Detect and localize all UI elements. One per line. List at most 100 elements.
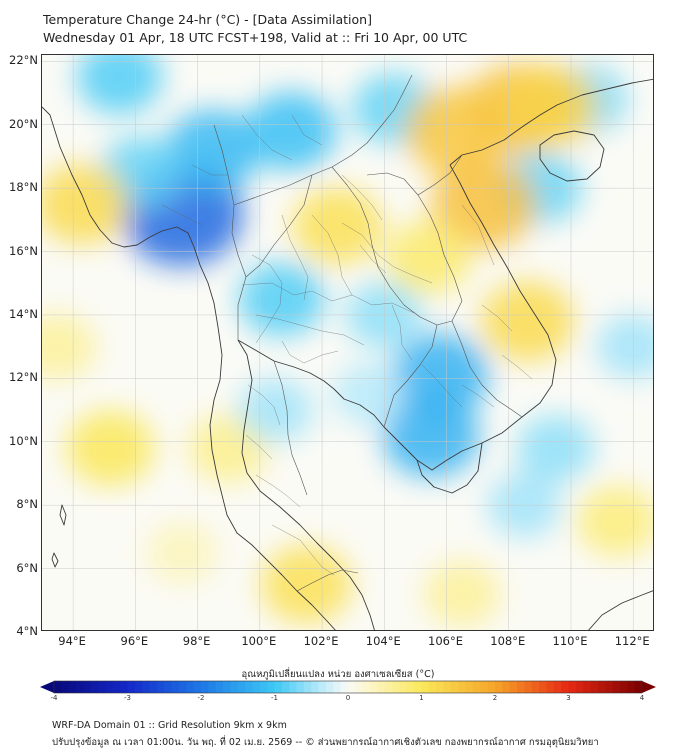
- longitude-label: 108°E: [490, 634, 526, 648]
- province-borders: [161, 114, 533, 576]
- anomaly-blob: [431, 158, 537, 250]
- longitude-label: 104°E: [365, 634, 401, 648]
- colorbar-segment: [61, 681, 70, 693]
- colorbar-segment: [495, 681, 503, 693]
- colorbar-tick-label: 1: [419, 694, 424, 702]
- colorbar-segment: [311, 681, 319, 693]
- colorbar-segment: [281, 681, 290, 693]
- colorbar-tick-label: 4: [639, 694, 645, 702]
- colorbar-tick-label: 0: [345, 694, 351, 702]
- colorbar-segment: [509, 681, 518, 693]
- colorbar-tick-label: -3: [124, 694, 131, 702]
- colorbar-segment: [531, 681, 540, 693]
- colorbar-segment: [590, 681, 599, 693]
- anomaly-blob: [517, 414, 594, 482]
- anomaly-blob: [596, 314, 653, 379]
- colorbar: [40, 680, 656, 694]
- colorbar-segment: [252, 681, 261, 693]
- colorbar-tick-label: 2: [492, 694, 498, 702]
- colorbar-segment: [127, 681, 136, 693]
- longitude-label: 96°E: [120, 634, 149, 648]
- colorbar-segment: [54, 681, 62, 693]
- anomaly-blob: [166, 109, 260, 191]
- colorbar-segment: [318, 681, 327, 693]
- colorbar-segment: [487, 681, 496, 693]
- colorbar-segment: [259, 681, 268, 693]
- graticule: [42, 55, 653, 630]
- anomaly-blob: [146, 521, 218, 584]
- colorbar-segment: [325, 681, 334, 693]
- colorbar-segment: [597, 681, 606, 693]
- longitude-label: 102°E: [303, 634, 339, 648]
- anomaly-blob: [77, 55, 163, 114]
- colorbar-segment: [348, 681, 356, 693]
- map-subtitle: Wednesday 01 Apr, 18 UTC FCST+198, Valid…: [43, 30, 468, 45]
- colorbar-segment: [612, 681, 621, 693]
- colorbar-segment: [186, 681, 195, 693]
- colorbar-segment: [568, 681, 577, 693]
- latitude-label: 4°N: [16, 624, 38, 638]
- anomaly-blob: [576, 485, 653, 557]
- colorbar-segment: [605, 681, 613, 693]
- colorbar-segment: [112, 681, 121, 693]
- colorbar-segment: [421, 681, 430, 693]
- latitude-label: 8°N: [16, 497, 38, 512]
- colorbar-segment: [98, 681, 106, 693]
- latitude-label: 6°N: [16, 560, 38, 575]
- colorbar-segment: [340, 681, 349, 693]
- colorbar-segment: [450, 681, 459, 693]
- colorbar-segment: [619, 681, 628, 693]
- colorbar-min-arrow: [40, 681, 54, 693]
- colorbar-segment: [289, 681, 297, 693]
- colorbar-max-arrow: [642, 681, 656, 693]
- colorbar-segment: [245, 681, 253, 693]
- colorbar-segment: [428, 681, 437, 693]
- national-borders: [213, 74, 523, 592]
- colorbar-segment: [553, 681, 562, 693]
- anomaly-blob: [245, 91, 337, 171]
- colorbar-tick-label: -1: [271, 694, 278, 702]
- anomaly-blob: [66, 410, 155, 487]
- colorbar-segment: [377, 681, 386, 693]
- colorbar-segment: [230, 681, 239, 693]
- anomaly-blob: [261, 545, 352, 624]
- colorbar-segment: [583, 681, 591, 693]
- colorbar-segment: [83, 681, 92, 693]
- colorbar-segment: [384, 681, 393, 693]
- anomaly-blob: [238, 262, 325, 336]
- colorbar-tick-label: -4: [50, 694, 58, 702]
- latitude-label: 10°N: [9, 433, 38, 448]
- colorbar-segment: [134, 681, 143, 693]
- colorbar-segment: [156, 681, 165, 693]
- colorbar-segment: [539, 681, 547, 693]
- anomaly-blob: [385, 221, 471, 295]
- latitude-label: 22°N: [9, 53, 38, 68]
- longitude-label: 94°E: [58, 634, 86, 648]
- anomaly-blob: [42, 313, 96, 380]
- colorbar-segment: [267, 681, 275, 693]
- colorbar-segment: [502, 681, 511, 693]
- colorbar-segment: [223, 681, 231, 693]
- colorbar-segment: [142, 681, 150, 693]
- colorbar-segment: [193, 681, 202, 693]
- colorbar-tick-label: 3: [566, 694, 571, 702]
- colorbar-segment: [414, 681, 422, 693]
- colorbar-segment: [90, 681, 99, 693]
- anomaly-blob: [333, 363, 405, 426]
- latitude-label: 12°N: [9, 370, 38, 385]
- colorbar-segment: [443, 681, 452, 693]
- colorbar-segment: [76, 681, 84, 693]
- latitude-label: 18°N: [9, 180, 38, 195]
- colorbar-segment: [524, 681, 533, 693]
- anomaly-blob: [501, 64, 598, 148]
- colorbar-segment: [274, 681, 283, 693]
- colorbar-segment: [215, 681, 224, 693]
- colorbar-segment: [517, 681, 525, 693]
- latitude-label: 14°N: [9, 306, 38, 321]
- colorbar-segment: [201, 681, 209, 693]
- colorbar-segment: [634, 681, 643, 693]
- colorbar-title: อุณหภูมิเปลี่ยนแปลง หน่วย องศาเซลเซียส (…: [241, 669, 435, 680]
- colorbar-segment: [149, 681, 158, 693]
- longitude-label: 110°E: [552, 634, 588, 648]
- longitude-label: 100°E: [241, 634, 277, 648]
